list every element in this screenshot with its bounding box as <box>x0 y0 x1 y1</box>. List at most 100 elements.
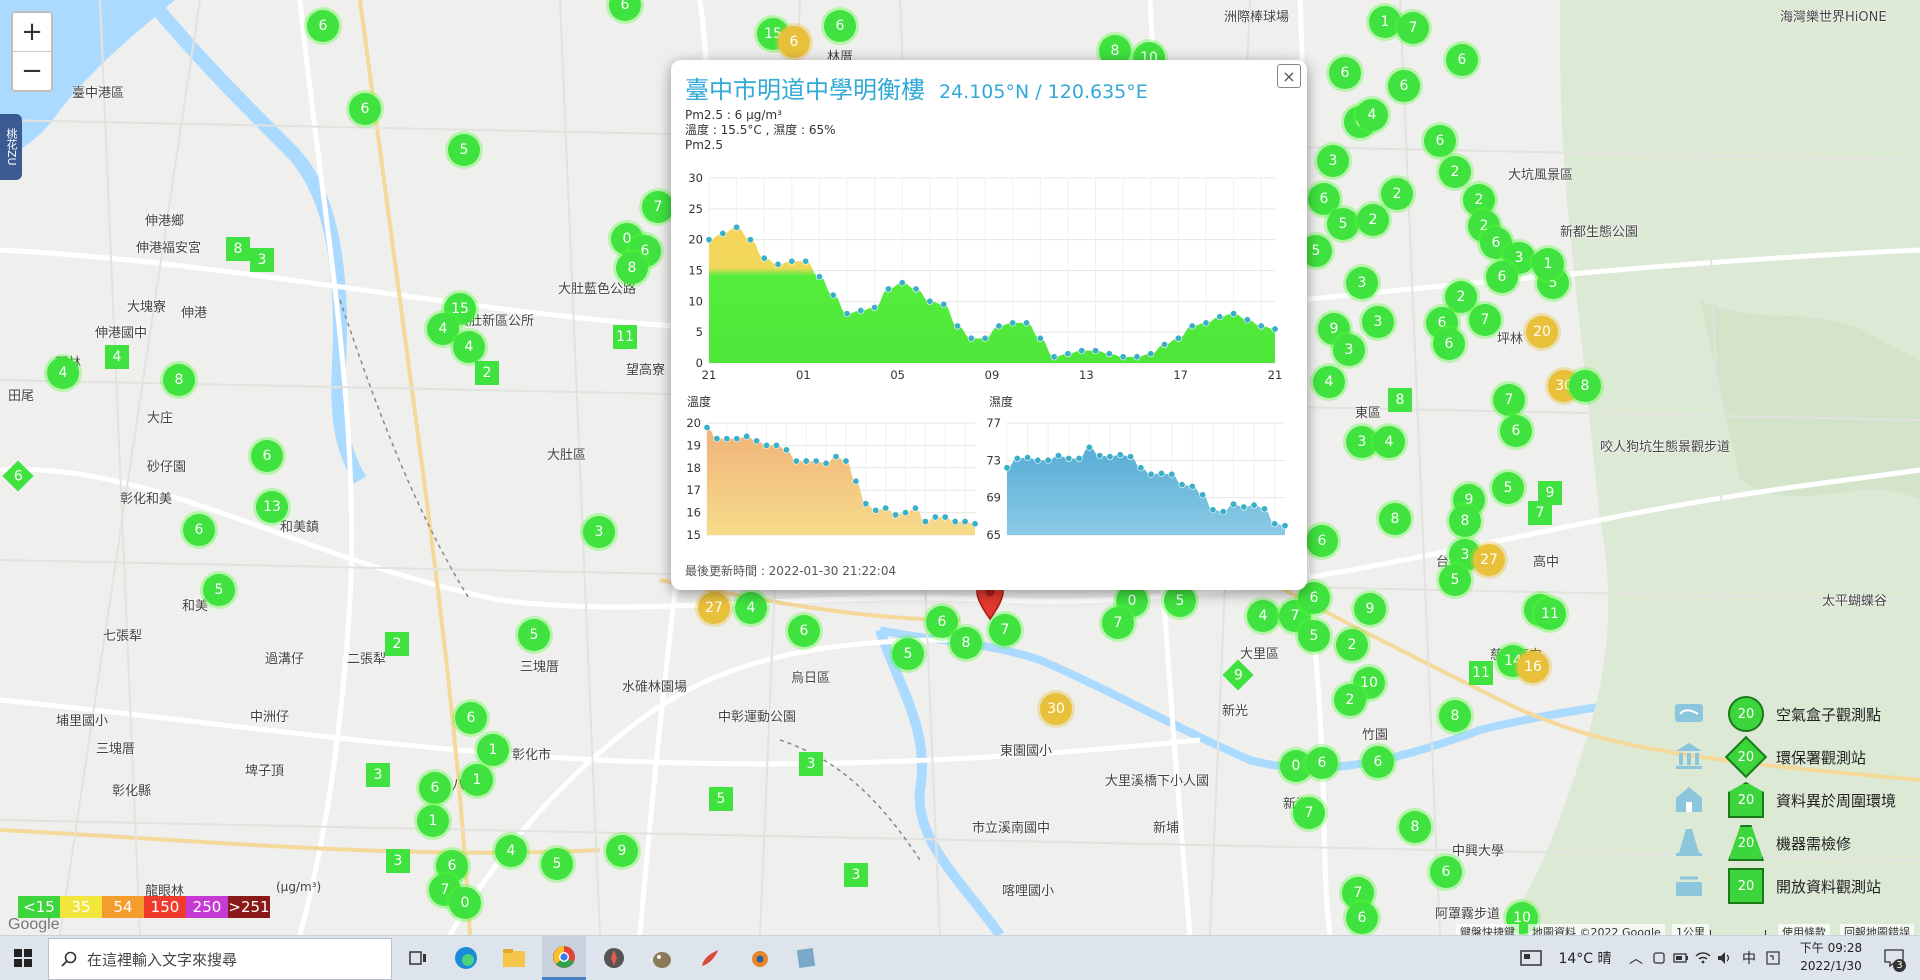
airbox-marker[interactable]: 6 <box>824 10 856 42</box>
airbox-marker[interactable]: 1 <box>1369 6 1401 38</box>
airbox-marker[interactable]: 16 <box>1517 651 1549 683</box>
airbox-marker[interactable]: 6 <box>1433 328 1465 360</box>
airbox-marker[interactable]: 2 <box>1439 156 1471 188</box>
airbox-marker[interactable]: 8 <box>163 364 195 396</box>
airbox-marker[interactable]: 4 <box>1356 99 1388 131</box>
airbox-marker[interactable]: 2 <box>1357 204 1389 236</box>
airbox-marker[interactable]: 2 <box>1445 281 1477 313</box>
airbox-marker[interactable]: 4 <box>453 331 485 363</box>
open-data-marker[interactable]: 2 <box>385 632 409 656</box>
airbox-marker[interactable]: 6 <box>1346 902 1378 934</box>
side-panel-tab[interactable]: 桃花ZU <box>0 114 22 180</box>
airbox-marker[interactable]: 6 <box>1306 747 1338 779</box>
airbox-marker[interactable]: 4 <box>495 835 527 867</box>
airbox-marker[interactable]: 4 <box>1373 426 1405 458</box>
airbox-marker[interactable]: 1 <box>461 764 493 796</box>
airbox-marker[interactable]: 1 <box>1532 248 1564 280</box>
open-data-marker[interactable]: 11 <box>1469 661 1493 685</box>
airbox-marker[interactable]: 5 <box>1439 564 1471 596</box>
airbox-marker[interactable]: 4 <box>1313 366 1345 398</box>
airbox-marker[interactable]: 7 <box>642 191 674 223</box>
clock[interactable]: 下午 09:28 2022/1/30 <box>1796 939 1866 975</box>
airbox-marker[interactable]: 6 <box>788 615 820 647</box>
open-data-marker[interactable]: 3 <box>386 849 410 873</box>
open-data-marker[interactable]: 3 <box>250 248 274 272</box>
open-data-marker[interactable]: 7 <box>1528 501 1552 525</box>
ime-indicator[interactable]: 中 <box>1742 951 1756 967</box>
airbox-marker[interactable]: 7 <box>1397 12 1429 44</box>
airbox-marker[interactable]: 8 <box>616 252 648 284</box>
notification-button[interactable]: 3 <box>1874 936 1914 980</box>
airbox-marker[interactable]: 7 <box>1102 607 1134 639</box>
airbox-marker[interactable]: 6 <box>419 772 451 804</box>
app-gimp-icon[interactable] <box>642 936 682 980</box>
volume-icon[interactable] <box>1714 936 1736 980</box>
airbox-marker[interactable]: 5 <box>448 134 480 166</box>
taskbar-search-box[interactable]: 在這裡輸入文字來搜尋 <box>48 938 392 980</box>
airbox-marker[interactable]: 13 <box>256 491 288 523</box>
app-blender-icon[interactable] <box>738 936 778 980</box>
weather-widget[interactable]: 14°C 晴 <box>1558 951 1612 967</box>
airbox-marker[interactable]: 5 <box>541 848 573 880</box>
open-data-marker[interactable]: 5 <box>709 787 733 811</box>
airbox-marker[interactable]: 3 <box>1346 267 1378 299</box>
airbox-marker[interactable]: 6 <box>1329 57 1361 89</box>
airbox-marker[interactable]: 6 <box>1480 227 1512 259</box>
airbox-marker[interactable]: 6 <box>1446 44 1478 76</box>
google-logo[interactable]: Google <box>8 916 60 933</box>
airbox-marker[interactable]: 6 <box>609 0 641 21</box>
chevron-up-icon[interactable]: ︿ <box>1629 951 1643 967</box>
app-paint-icon[interactable] <box>690 936 730 980</box>
airbox-marker[interactable]: 7 <box>1293 797 1325 829</box>
file-explorer-icon[interactable] <box>494 936 534 980</box>
open-data-marker[interactable]: 8 <box>226 237 250 261</box>
ime-mode-icon[interactable] <box>1762 936 1784 980</box>
airbox-marker[interactable]: 9 <box>1354 593 1386 625</box>
airbox-marker[interactable]: 8 <box>950 627 982 659</box>
airbox-marker[interactable]: 2 <box>1334 684 1366 716</box>
airbox-marker[interactable]: 6 <box>1424 125 1456 157</box>
app-notes-icon[interactable] <box>786 936 826 980</box>
news-widget-icon[interactable] <box>1516 936 1546 980</box>
airbox-marker[interactable]: 6 <box>183 514 215 546</box>
open-data-marker[interactable]: 2 <box>475 361 499 385</box>
airbox-marker[interactable]: 6 <box>1388 70 1420 102</box>
airbox-marker[interactable]: 6 <box>778 26 810 58</box>
zoom-out-button[interactable]: − <box>13 51 51 90</box>
wifi-icon[interactable] <box>1692 936 1714 980</box>
airbox-marker[interactable]: 3 <box>1346 426 1378 458</box>
airbox-marker[interactable]: 6 <box>307 10 339 42</box>
airbox-marker[interactable]: 0 <box>449 887 481 919</box>
airbox-marker[interactable]: 8 <box>1449 505 1481 537</box>
airbox-marker[interactable]: 4 <box>735 592 767 624</box>
airbox-marker[interactable]: 4 <box>1247 600 1279 632</box>
open-data-marker[interactable]: 3 <box>799 752 823 776</box>
airbox-marker[interactable]: 3 <box>1317 145 1349 177</box>
airbox-marker[interactable]: 6 <box>251 440 283 472</box>
airbox-marker[interactable]: 8 <box>1379 503 1411 535</box>
airbox-marker[interactable]: 5 <box>203 574 235 606</box>
airbox-marker[interactable]: 6 <box>1430 856 1462 888</box>
airbox-marker[interactable]: 3 <box>1362 306 1394 338</box>
airbox-marker[interactable]: 8 <box>1399 811 1431 843</box>
open-data-marker[interactable]: 4 <box>105 345 129 369</box>
airbox-marker[interactable]: 3 <box>1333 334 1365 366</box>
airbox-marker[interactable]: 7 <box>1469 304 1501 336</box>
airbox-marker[interactable]: 5 <box>518 619 550 651</box>
airbox-marker[interactable]: 5 <box>1164 585 1196 617</box>
airbox-marker[interactable]: 4 <box>47 357 79 389</box>
airbox-marker[interactable]: 7 <box>1493 384 1525 416</box>
airbox-marker[interactable]: 1 <box>477 734 509 766</box>
battery-icon[interactable] <box>1670 936 1692 980</box>
chrome-icon[interactable] <box>542 936 586 980</box>
open-data-marker[interactable]: 3 <box>844 863 868 887</box>
airbox-marker[interactable]: 9 <box>606 835 638 867</box>
edge-browser-icon[interactable] <box>446 936 486 980</box>
airbox-marker[interactable]: 1 <box>417 805 449 837</box>
airbox-marker[interactable]: 3 <box>583 516 615 548</box>
airbox-marker[interactable]: 7 <box>989 614 1021 646</box>
airbox-marker[interactable]: 8 <box>1569 370 1601 402</box>
app-compass-icon[interactable] <box>594 936 634 980</box>
airbox-marker[interactable]: 6 <box>349 93 381 125</box>
start-button[interactable] <box>0 936 46 980</box>
